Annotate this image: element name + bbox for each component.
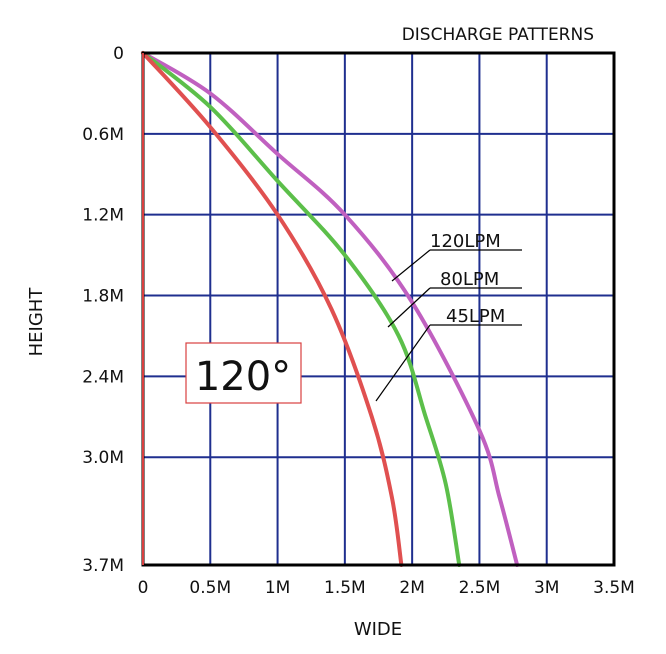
- legend-entry-45lpm: 45LPM: [375, 306, 522, 402]
- grid: [143, 53, 614, 565]
- y-tick-label: 1.8M: [82, 287, 124, 307]
- legend-label-80lpm: 80LPM: [440, 269, 499, 290]
- legend-label-120lpm: 120LPM: [430, 231, 501, 252]
- angle-label-box: [185, 342, 302, 404]
- x-tick-label: 1.5M: [324, 578, 366, 598]
- legend-label-45lpm: 45LPM: [446, 306, 505, 327]
- y-tick-label: 0: [113, 44, 124, 64]
- legend-pointer-45lpm: [375, 324, 431, 402]
- x-tick-label: 3M: [534, 578, 559, 598]
- legend-entry-80lpm: 80LPM: [387, 269, 522, 328]
- chart-title: DISCHARGE PATTERNS: [402, 25, 594, 45]
- series-line-80lpm: [141, 51, 462, 567]
- angle-label: 120°: [195, 354, 291, 400]
- series-line-45lpm: [141, 51, 404, 567]
- y-tick-label: 3.7M: [82, 556, 124, 576]
- y-tick-labels: 0 0.6M 1.2M 1.8M 2.4M 3.0M 3.7M: [82, 44, 124, 576]
- legend-entry-120lpm: 120LPM: [391, 231, 522, 282]
- x-axis-title: WIDE: [354, 619, 402, 640]
- legend-pointer-120lpm: [391, 249, 431, 282]
- x-tick-label: 0.5M: [189, 578, 231, 598]
- x-tick-label: 2.5M: [459, 578, 501, 598]
- x-tick-label: 1M: [265, 578, 290, 598]
- legend-pointer-80lpm: [387, 287, 431, 328]
- y-axis-title: HEIGHT: [26, 287, 47, 357]
- x-tick-label: 2M: [399, 578, 424, 598]
- x-tick-label: 0: [138, 578, 149, 598]
- y-tick-label: 2.4M: [82, 367, 124, 387]
- x-tick-labels: 0 0.5M 1M 1.5M 2M 2.5M 3M 3.5M: [138, 578, 635, 598]
- y-tick-label: 0.6M: [82, 125, 124, 145]
- y-tick-label: 3.0M: [82, 448, 124, 468]
- series-line-120lpm: [141, 51, 520, 567]
- series-lines: [141, 51, 520, 567]
- x-tick-label: 3.5M: [593, 578, 635, 598]
- y-tick-label: 1.2M: [82, 206, 124, 226]
- legend: 120LPM 80LPM 45LPM: [375, 231, 522, 402]
